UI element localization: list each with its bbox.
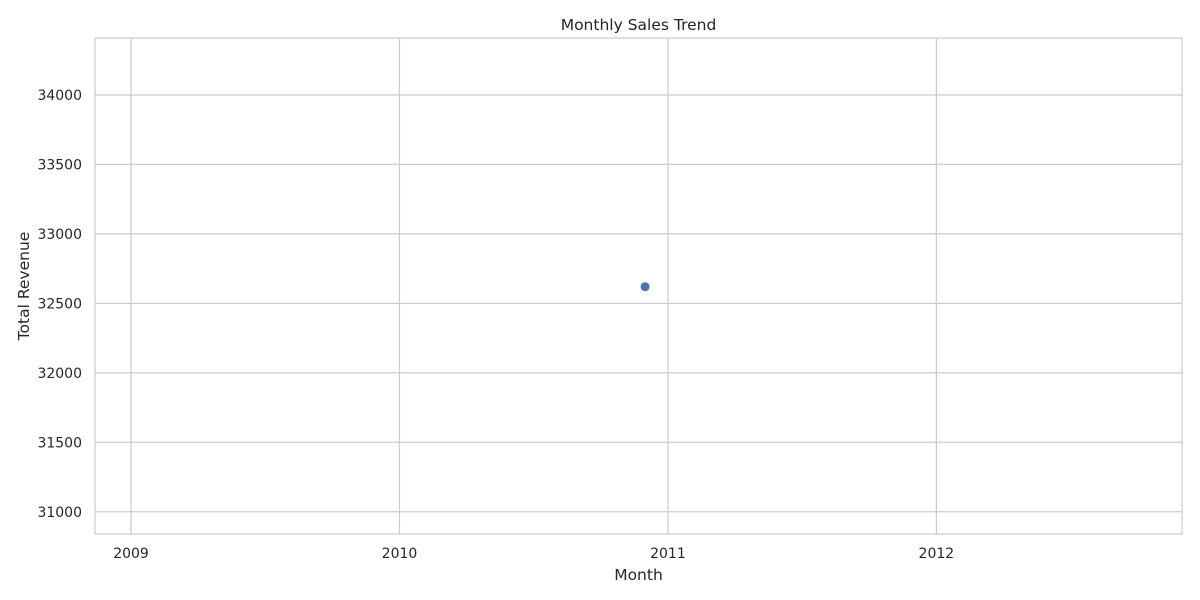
y-tick-label: 32000 [37, 366, 82, 382]
chart-title: Monthly Sales Trend [561, 16, 717, 34]
y-tick-label: 33000 [37, 227, 82, 243]
grid-lines [95, 38, 1182, 534]
y-tick-label: 33500 [37, 157, 82, 173]
y-tick-label: 31500 [37, 435, 82, 451]
x-tick-label: 2010 [382, 546, 418, 562]
x-tick-label: 2009 [113, 546, 149, 562]
x-tick-labels: 2009 2010 2011 2012 [113, 546, 954, 562]
y-axis-label: Total Revenue [15, 232, 33, 342]
y-tick-label: 34000 [37, 88, 82, 104]
data-points [640, 282, 650, 292]
y-tick-label: 32500 [37, 296, 82, 312]
y-tick-label: 31000 [37, 505, 82, 521]
data-point [640, 282, 650, 292]
x-tick-label: 2011 [650, 546, 686, 562]
y-tick-labels: 31000 31500 32000 32500 33000 33500 34000 [37, 88, 82, 521]
x-tick-label: 2012 [919, 546, 955, 562]
plot-frame [94, 37, 1183, 535]
x-axis-label: Month [614, 566, 663, 584]
